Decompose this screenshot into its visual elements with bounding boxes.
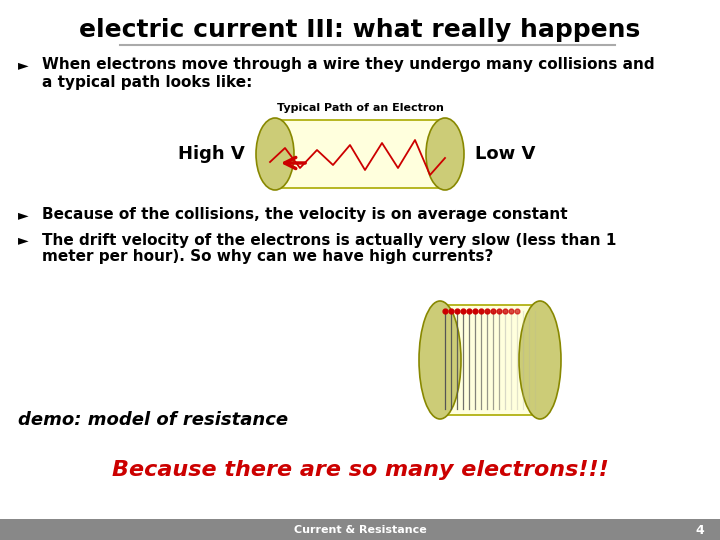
- Text: The drift velocity of the electrons is actually very slow (less than 1: The drift velocity of the electrons is a…: [42, 233, 616, 247]
- Text: ►: ►: [18, 208, 29, 222]
- Bar: [275, 120, 445, 188]
- Bar: [440, 305, 540, 415]
- Text: a typical path looks like:: a typical path looks like:: [42, 75, 253, 90]
- Bar: [0, 519, 720, 540]
- Ellipse shape: [426, 118, 464, 190]
- Text: When electrons move through a wire they undergo many collisions and: When electrons move through a wire they …: [42, 57, 654, 72]
- Text: Low V: Low V: [475, 145, 536, 163]
- Text: ►: ►: [18, 58, 29, 72]
- Text: Typical Path of an Electron: Typical Path of an Electron: [276, 103, 444, 113]
- Text: meter per hour). So why can we have high currents?: meter per hour). So why can we have high…: [42, 249, 493, 265]
- Text: 4: 4: [696, 523, 704, 537]
- Ellipse shape: [419, 301, 461, 419]
- Text: High V: High V: [179, 145, 245, 163]
- Text: Because there are so many electrons!!!: Because there are so many electrons!!!: [112, 460, 608, 480]
- Text: ►: ►: [18, 233, 29, 247]
- Ellipse shape: [256, 118, 294, 190]
- Text: demo: model of resistance: demo: model of resistance: [18, 411, 288, 429]
- Text: electric current III: what really happens: electric current III: what really happen…: [79, 18, 641, 42]
- Text: Current & Resistance: Current & Resistance: [294, 525, 426, 535]
- Text: Because of the collisions, the velocity is on average constant: Because of the collisions, the velocity …: [42, 207, 567, 222]
- Ellipse shape: [519, 301, 561, 419]
